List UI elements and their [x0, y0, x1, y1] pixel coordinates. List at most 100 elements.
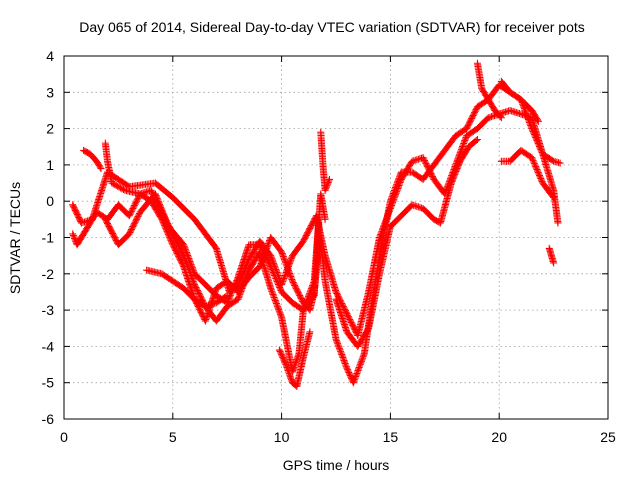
data-point	[127, 209, 135, 217]
data-point	[129, 223, 137, 231]
data-point	[346, 316, 354, 324]
data-point	[529, 128, 537, 136]
data-point	[530, 129, 538, 137]
data-point	[244, 268, 252, 276]
data-point	[428, 173, 436, 181]
data-point	[284, 266, 292, 274]
data-point	[332, 335, 340, 343]
data-point	[278, 250, 286, 258]
data-point	[536, 172, 544, 180]
data-point	[270, 293, 278, 301]
data-point	[471, 109, 479, 117]
data-point	[160, 221, 168, 229]
data-point	[342, 363, 350, 371]
data-point	[394, 177, 402, 185]
data-point	[459, 141, 467, 149]
data-point	[355, 365, 363, 373]
data-point	[258, 256, 266, 264]
data-point	[115, 183, 123, 191]
data-point	[264, 241, 272, 249]
data-point	[518, 99, 526, 107]
data-point	[359, 354, 367, 362]
data-point	[340, 357, 348, 365]
data-point	[184, 251, 192, 259]
data-point	[338, 350, 346, 358]
data-point	[323, 182, 331, 190]
data-point	[125, 212, 133, 220]
data-point	[349, 323, 357, 331]
data-point	[420, 157, 428, 165]
data-point	[333, 337, 341, 345]
data-point	[179, 261, 187, 269]
data-point	[160, 220, 168, 228]
data-point	[223, 299, 231, 307]
y-tick-labels: -6 -5 -4 -3 -2 -1 0 1 2 3 4	[42, 48, 55, 427]
data-point	[256, 263, 264, 271]
series-track-9	[332, 135, 481, 350]
data-point	[272, 298, 280, 306]
data-point	[159, 218, 167, 226]
data-point	[344, 313, 352, 321]
data-point	[530, 160, 538, 168]
data-point	[466, 117, 474, 125]
data-point	[169, 241, 177, 249]
data-point	[267, 253, 275, 261]
data-point	[269, 290, 277, 298]
data-point	[186, 258, 194, 266]
data-point	[355, 363, 363, 371]
data-point	[336, 346, 344, 354]
y-tick-label: -2	[42, 266, 55, 282]
data-point	[268, 266, 276, 274]
data-point	[164, 230, 172, 238]
data-point	[133, 215, 141, 223]
data-point	[262, 247, 270, 255]
data-point	[279, 253, 287, 261]
y-tick-label: 1	[46, 157, 54, 173]
data-point	[339, 353, 347, 361]
data-point	[334, 341, 342, 349]
data-point	[263, 244, 271, 252]
data-point	[283, 262, 291, 270]
data-point	[178, 258, 186, 266]
data-point	[287, 272, 295, 280]
data-point	[112, 181, 120, 189]
data-point	[276, 285, 284, 293]
data-point	[344, 366, 352, 374]
series-track-4	[101, 139, 323, 325]
data-point	[256, 241, 264, 249]
data-point	[260, 252, 268, 260]
data-point	[173, 249, 181, 257]
data-point	[389, 190, 397, 198]
data-point	[153, 194, 161, 202]
x-tick-labels: 0 5 10 15 20 25	[60, 429, 616, 445]
data-point	[333, 289, 341, 297]
data-point	[274, 304, 282, 312]
data-point	[536, 173, 544, 181]
data-point	[111, 181, 119, 189]
chart-title: Day 065 of 2014, Sidereal Day-to-day VTE…	[79, 19, 585, 35]
data-point	[135, 211, 143, 219]
data-point	[468, 113, 476, 121]
data-point	[393, 180, 401, 188]
data-point	[322, 183, 330, 191]
data-point	[71, 235, 79, 243]
data-point	[293, 286, 301, 294]
data-point	[276, 310, 284, 318]
data-point	[133, 196, 141, 204]
data-point	[534, 138, 542, 146]
data-point	[189, 267, 197, 275]
data-point	[155, 199, 163, 207]
data-point	[282, 260, 290, 268]
data-point	[180, 241, 188, 249]
data-point	[176, 244, 184, 252]
data-point	[260, 250, 268, 258]
data-point	[345, 314, 353, 322]
data-point	[550, 259, 558, 267]
data-point	[455, 160, 463, 168]
data-point	[280, 356, 288, 364]
data-marks	[69, 59, 564, 390]
data-point	[360, 351, 368, 359]
data-point	[280, 273, 288, 281]
data-point	[389, 191, 397, 199]
data-point	[333, 338, 341, 346]
